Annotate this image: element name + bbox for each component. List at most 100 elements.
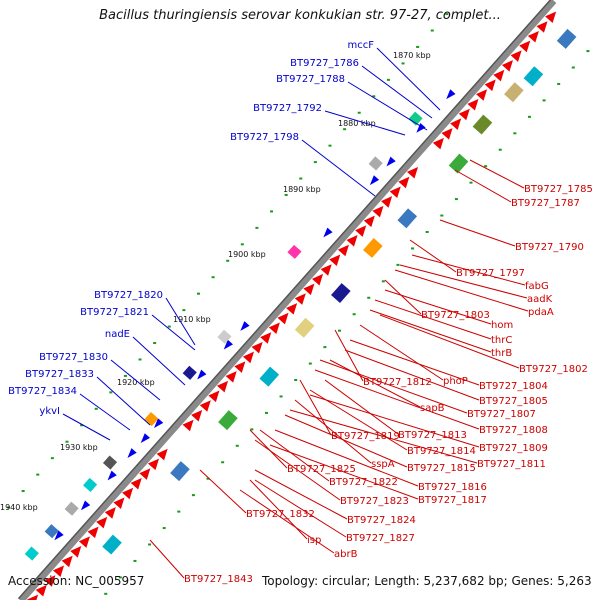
forward-gene-arrow xyxy=(208,390,220,403)
tick-dot xyxy=(527,115,531,118)
gene-block xyxy=(363,237,383,258)
tick-dot xyxy=(250,428,254,431)
tick-dot xyxy=(123,374,127,377)
reverse-gene-arrow xyxy=(386,156,396,167)
leader-line xyxy=(361,65,433,119)
forward-gene-arrow xyxy=(372,205,384,218)
leader-line xyxy=(347,81,428,131)
leader-line xyxy=(369,309,492,353)
leader-line xyxy=(151,314,196,351)
tick-dot xyxy=(338,329,342,332)
scale-label: 1870 kbp xyxy=(393,51,431,60)
forward-gene-arrow xyxy=(104,507,116,519)
tick-dot xyxy=(109,391,113,394)
backbone-line xyxy=(18,0,557,600)
gene-label-right: fabG xyxy=(525,281,549,292)
gene-label-right: BT9727_1816 xyxy=(418,482,487,493)
leader-line xyxy=(324,110,406,136)
gene-block xyxy=(102,455,118,470)
forward-gene-arrow xyxy=(312,273,324,286)
forward-gene-arrow xyxy=(458,108,470,121)
tick-dot xyxy=(167,325,171,328)
forward-gene-arrow xyxy=(536,21,548,33)
forward-gene-arrow xyxy=(484,79,496,92)
leader-line xyxy=(249,479,308,540)
tick-dot xyxy=(396,263,400,266)
forward-gene-arrow xyxy=(389,186,401,198)
tick-dot xyxy=(386,78,390,81)
tick-dot xyxy=(498,148,502,151)
reverse-gene-arrow xyxy=(54,530,64,541)
tick-dot xyxy=(294,379,298,382)
leader-line xyxy=(199,469,247,514)
gene-label-right: thrB xyxy=(491,348,512,359)
leader-line xyxy=(110,359,161,401)
leader-line xyxy=(132,336,186,386)
leader-line xyxy=(62,413,111,441)
forward-gene-arrow xyxy=(130,478,142,490)
map-title: Bacillus thuringiensis serovar konkukian… xyxy=(99,8,501,23)
gene-label-right: BT9727_1787 xyxy=(511,198,580,209)
tick-dot xyxy=(313,161,317,164)
tick-dot xyxy=(430,29,434,32)
reverse-gene-arrow xyxy=(140,433,150,444)
tick-dot xyxy=(36,473,40,476)
scale-label: 1940 kbp xyxy=(0,503,38,512)
tick-dot xyxy=(454,198,458,201)
leader-line xyxy=(411,254,526,286)
gene-block xyxy=(259,366,280,387)
tick-dot xyxy=(226,259,230,262)
gene-block xyxy=(64,501,79,516)
gene-block xyxy=(408,111,423,126)
tick-dot xyxy=(284,193,288,196)
leader-line xyxy=(254,439,341,501)
scale-ticks: 1870 kbp 1880 kbp 1890 kbp 1900 kbp 1910 kbp… xyxy=(0,51,431,512)
tick-dot xyxy=(148,543,152,546)
leader-line xyxy=(359,324,444,381)
gene-label-right: BT9727_1809 xyxy=(479,443,548,454)
tick-dot xyxy=(196,292,200,295)
tick-dot xyxy=(153,342,157,345)
tick-dot xyxy=(411,247,415,250)
gene-label-right: aadK xyxy=(527,294,553,305)
leader-line xyxy=(439,219,516,247)
forward-gene-arrow xyxy=(217,380,229,393)
forward-gene-arrow xyxy=(52,565,65,578)
reverse-gene-arrow xyxy=(369,175,380,186)
scale-label: 1880 kbp xyxy=(338,119,376,128)
gene-label-right: BT9727_1808 xyxy=(479,425,548,436)
gene-label-right: sapB xyxy=(420,403,445,414)
forward-gene-arrow xyxy=(96,516,108,529)
forward-gene-arrow xyxy=(493,69,505,82)
gene-label-right: BT9727_1823 xyxy=(340,496,409,507)
genome-backbone xyxy=(17,0,557,600)
gene-label-right: BT9727_1811 xyxy=(477,459,546,470)
gene-block xyxy=(83,477,98,493)
tick-dot xyxy=(7,506,11,509)
forward-gene-arrow xyxy=(27,594,39,600)
leader-line xyxy=(376,47,441,111)
leader-line xyxy=(289,409,478,464)
tick-dot xyxy=(586,50,590,53)
forward-gene-arrow xyxy=(381,196,393,208)
gene-label-right: thrC xyxy=(491,335,512,346)
gene-block xyxy=(170,461,190,482)
leader-line xyxy=(294,399,372,464)
tick-dot xyxy=(94,407,98,410)
tick-dot xyxy=(177,510,181,513)
accession-text: Accession: NC_005957 xyxy=(8,574,145,588)
gene-block xyxy=(102,534,122,555)
tick-dot xyxy=(50,457,54,460)
tick-dot xyxy=(235,444,239,447)
gene-label-left: BT9727_1798 xyxy=(230,132,299,143)
forward-gene-arrow xyxy=(337,244,349,257)
forward-gene-arrow xyxy=(406,167,419,179)
gene-block xyxy=(504,82,524,103)
scale-label: 1900 kbp xyxy=(228,250,266,259)
forward-gene-arrow xyxy=(147,458,160,471)
leader-line xyxy=(399,264,528,299)
gene-label-left: BT9727_1788 xyxy=(276,74,345,85)
forward-gene-arrow xyxy=(545,11,557,24)
gene-block xyxy=(368,156,383,171)
gene-label-left: BT9727_1830 xyxy=(39,352,108,363)
